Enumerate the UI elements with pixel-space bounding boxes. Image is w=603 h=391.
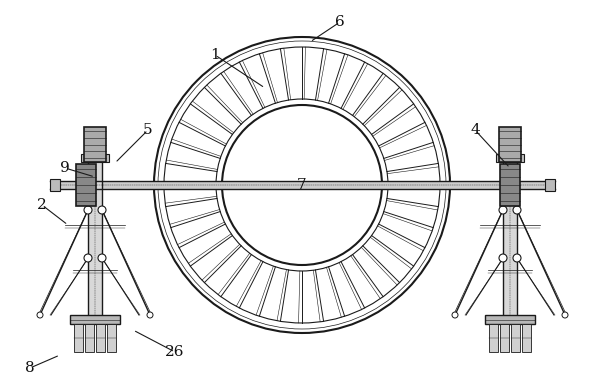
Circle shape <box>98 254 106 262</box>
Text: 9: 9 <box>60 161 70 175</box>
Text: 1: 1 <box>210 48 220 62</box>
Text: 6: 6 <box>335 15 345 29</box>
Bar <box>81 154 109 162</box>
Circle shape <box>562 312 568 318</box>
Text: 2: 2 <box>37 198 47 212</box>
Circle shape <box>98 206 106 214</box>
Circle shape <box>84 254 92 262</box>
Bar <box>70 315 120 324</box>
Circle shape <box>513 206 521 214</box>
Text: 7: 7 <box>297 178 307 192</box>
Bar <box>74 324 83 352</box>
Circle shape <box>513 254 521 262</box>
Bar <box>489 324 498 352</box>
Bar <box>500 324 509 352</box>
Text: 8: 8 <box>25 361 35 375</box>
Circle shape <box>452 312 458 318</box>
Bar <box>107 324 116 352</box>
Circle shape <box>499 254 507 262</box>
Bar <box>485 315 535 324</box>
Bar <box>76 164 96 206</box>
Circle shape <box>499 206 507 214</box>
Bar <box>50 179 60 191</box>
Text: 4: 4 <box>470 123 480 137</box>
Bar <box>522 324 531 352</box>
Bar <box>496 154 524 162</box>
Bar <box>88 162 102 315</box>
Bar <box>96 324 105 352</box>
Text: 5: 5 <box>143 123 153 137</box>
Bar <box>500 164 520 206</box>
Circle shape <box>147 312 153 318</box>
Bar <box>503 162 517 315</box>
Bar <box>511 324 520 352</box>
Bar <box>85 324 94 352</box>
Bar <box>545 179 555 191</box>
Bar <box>50 181 555 189</box>
Bar <box>499 127 521 162</box>
Circle shape <box>37 312 43 318</box>
Text: 26: 26 <box>165 345 185 359</box>
Circle shape <box>84 206 92 214</box>
Bar <box>84 127 106 162</box>
